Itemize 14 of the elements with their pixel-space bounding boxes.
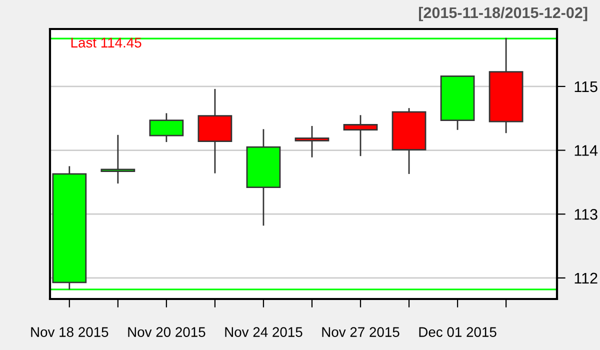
candlestick	[343, 115, 378, 156]
chart-subtitle: [2015-11-18/2015-12-02]	[418, 6, 588, 22]
y-tick-label: 112	[574, 272, 598, 284]
x-tick-label: Nov 18 2015	[31, 327, 108, 337]
y-tick-label: 113	[574, 208, 598, 220]
candlestick	[100, 134, 136, 184]
x-tick-label: Nov 20 2015	[128, 327, 206, 337]
x-tick-label: Nov 27 2015	[322, 327, 400, 337]
x-tick-label: Nov 24 2015	[225, 327, 302, 337]
annotation: Last 114.45	[71, 38, 142, 48]
y-tick-label: 114	[574, 145, 598, 156]
x-tick-label: Dec 01 2015	[419, 327, 496, 337]
y-tick-label: 115	[574, 81, 598, 92]
candlestick	[294, 126, 330, 158]
